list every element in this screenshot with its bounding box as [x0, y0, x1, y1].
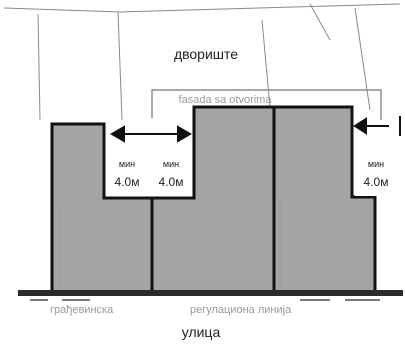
building-face-marks: [59, 200, 281, 290]
arrowhead-right-icon: [177, 125, 192, 143]
building-right: [272, 105, 377, 295]
arrowhead-left-icon: [110, 125, 125, 143]
buildings: [50, 105, 377, 295]
setback-box-left: [106, 150, 148, 196]
setback-middle-value: 4.0м: [159, 175, 184, 189]
setback-box-middle: [150, 150, 192, 196]
street-label: улица: [182, 324, 221, 340]
setback-label-boxes: [106, 150, 400, 196]
building-left: [50, 122, 154, 295]
yard-label: двориште: [174, 46, 238, 62]
building-line-label: грађевинска: [50, 304, 114, 316]
arrowhead-right-setback-icon: [353, 117, 367, 135]
facade-bracket: [151, 89, 382, 120]
setback-right-value: 4.0м: [364, 175, 389, 189]
plot-boundary-lines: [3, 3, 401, 121]
setback-left-value: 4.0м: [115, 175, 140, 189]
dimension-arrows: [110, 117, 389, 143]
regulation-line-label: регулациона линија: [190, 304, 292, 316]
setback-texts: мин 4.0м мин 4.0м мин 4.0м: [115, 159, 389, 189]
setback-box-right: [355, 150, 400, 196]
regulation-line: [18, 290, 403, 296]
setback-left-min: мин: [119, 159, 135, 169]
setback-right-min: мин: [368, 159, 384, 169]
facade-label: fasada sa otvorima: [179, 94, 273, 106]
setback-middle-min: мин: [163, 159, 179, 169]
